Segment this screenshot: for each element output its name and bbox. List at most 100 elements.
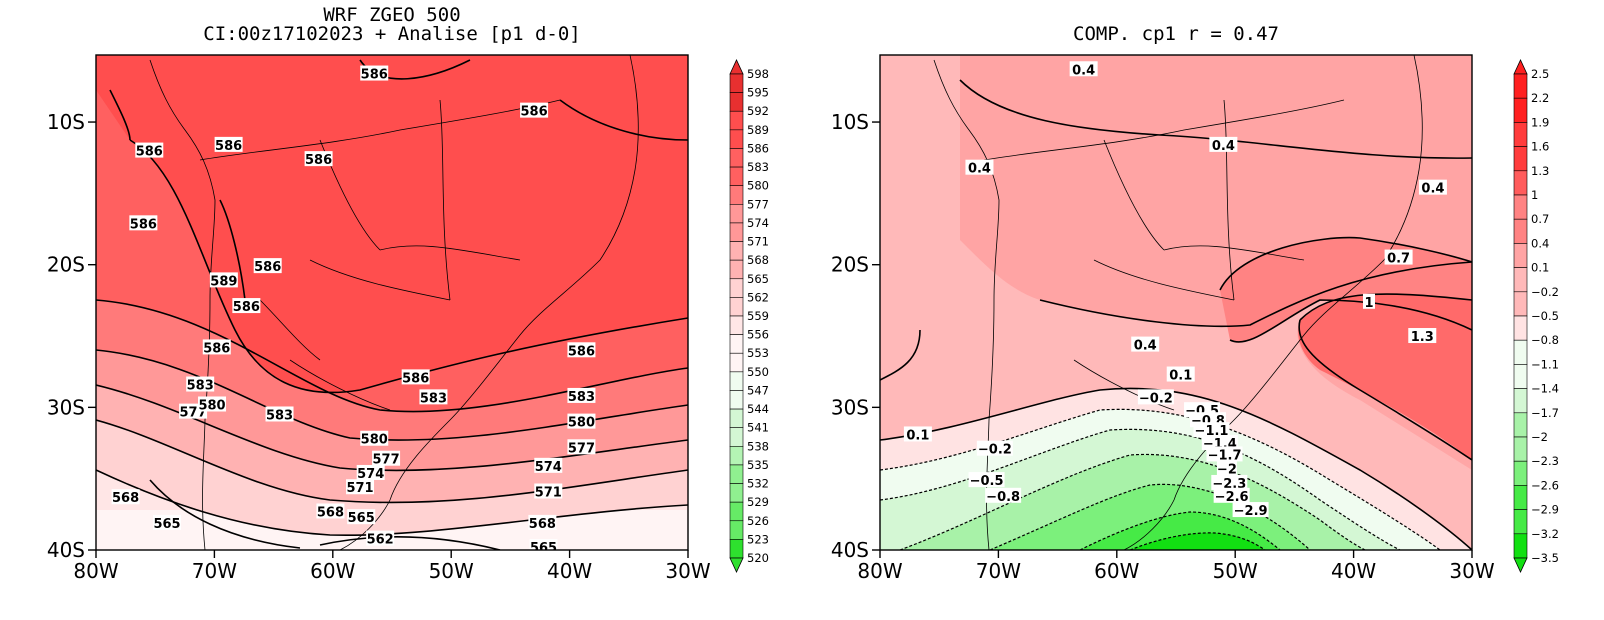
lat-tick-label: 10S	[47, 110, 85, 134]
border	[1073, 359, 1175, 411]
colorbar-level-label: 562	[747, 290, 769, 304]
contour-line	[559, 99, 688, 141]
contour-label-bg	[372, 450, 401, 466]
contour-label-bg	[401, 369, 430, 385]
contour-label-bg	[1213, 487, 1250, 503]
contour-label: 586	[233, 300, 260, 315]
contour-label: 0.4	[1072, 63, 1095, 78]
contour-label: 580	[361, 433, 388, 448]
contour-label-bg	[1193, 422, 1230, 438]
contour-line	[129, 139, 688, 394]
contour-label: 586	[361, 68, 388, 83]
contour-line	[1219, 236, 1472, 291]
contour-label-bg	[567, 439, 596, 455]
contour-label-bg	[129, 215, 158, 231]
contour-label: 586	[136, 145, 163, 160]
lat-tick-label: 30S	[831, 395, 869, 419]
contour-line-negative	[1079, 511, 1281, 550]
contour-label-bg	[153, 514, 182, 530]
contour-label-bg	[1362, 293, 1375, 309]
contour-label: 571	[346, 481, 373, 496]
contour-label: 586	[203, 341, 230, 356]
lat-tick-label: 20S	[47, 253, 85, 277]
contour-label-bg	[567, 342, 596, 358]
contour-line	[109, 89, 131, 141]
lat-tick-label: 20S	[831, 253, 869, 277]
left-contour-labels: 586 586 586 586 586 586 589 586 586 586 583 577 580 5…	[111, 65, 596, 556]
colorbar-level-label: 526	[747, 514, 769, 528]
colorbar-segment	[1513, 315, 1528, 341]
colorbar-level-label: 550	[747, 365, 769, 379]
left-title-line1: WRF ZGEO 500	[323, 4, 461, 26]
contour-label: 574	[357, 467, 384, 482]
colorbar-level-label: 1.9	[1531, 115, 1549, 129]
contour-label: 577	[568, 441, 595, 456]
colorbar-level-label: 523	[747, 532, 769, 546]
colorbar-level-label: 535	[747, 458, 769, 472]
contour-label-bg	[366, 530, 395, 546]
border	[199, 99, 561, 161]
colorbar-level-label: 571	[747, 235, 769, 249]
contour-label: 589	[210, 274, 237, 289]
contour-label: 565	[530, 541, 557, 556]
lon-tick-label: 70W	[976, 559, 1021, 583]
contour-label: 1.3	[1411, 330, 1434, 345]
colorbar-level-label: 529	[747, 495, 769, 509]
colorbar-segment	[1513, 412, 1528, 438]
lon-tick-label: 30W	[665, 559, 710, 583]
colorbar-segment	[1513, 146, 1528, 172]
contour-label: 586	[305, 153, 332, 168]
contour-label: 565	[153, 517, 180, 532]
contour-label-bg	[356, 464, 385, 480]
colorbar-top-arrow	[1513, 59, 1528, 75]
contour-label-bg	[253, 258, 282, 274]
colorbar-level-label: −2	[1531, 430, 1548, 444]
contour-label: −2.9	[1234, 504, 1268, 519]
contour-label-bg	[1216, 460, 1237, 476]
lon-tick-label: 40W	[547, 559, 592, 583]
contour-label-bg	[202, 339, 231, 355]
contour-label-bg	[1201, 435, 1238, 451]
colorbar-bottom-arrow	[1513, 557, 1528, 573]
colorbar-segment	[1513, 73, 1528, 99]
colorbar-level-label: −1.1	[1531, 357, 1559, 371]
colorbar-level-label: −1.4	[1531, 382, 1559, 396]
contour-label: 568	[317, 505, 344, 520]
contour-label-bg	[1211, 474, 1248, 490]
contour-label: 568	[529, 517, 556, 532]
lon-tick-label: 50W	[1213, 559, 1258, 583]
colorbar-level-label: 0.7	[1531, 212, 1549, 226]
contour-label-bg	[198, 396, 227, 412]
lat-tick-label: 40S	[47, 538, 85, 562]
colorbar-level-label: 595	[747, 86, 769, 100]
contour-label: 583	[568, 390, 595, 405]
lon-tick-label: 80W	[73, 559, 118, 583]
colorbar-level-label: 1.6	[1531, 140, 1549, 154]
right-title: COMP. cp1 r = 0.47	[1073, 23, 1279, 45]
contour-label-bg	[1166, 366, 1195, 382]
contour-label: 583	[420, 391, 447, 406]
contour-label-bg	[265, 406, 294, 422]
coastline	[1123, 55, 1423, 550]
contour-label: 586	[568, 344, 595, 359]
contour-line	[96, 419, 688, 504]
contour-label-bg	[1408, 328, 1437, 344]
coastline	[339, 55, 639, 550]
contour-label-bg	[1232, 502, 1269, 518]
contour-line	[880, 387, 1472, 550]
contour-label: 0.1	[1169, 369, 1192, 384]
border	[1163, 245, 1305, 261]
contour-label-bg	[528, 514, 557, 530]
colorbar-segment	[1513, 388, 1528, 414]
contour-label-bg	[316, 503, 345, 519]
border	[259, 299, 321, 361]
colorbar-level-label: 559	[747, 309, 769, 323]
colorbar-level-label: 2.5	[1531, 67, 1549, 81]
left-title-line2: CI:00z17102023 + Analise [p1 d-0]	[203, 23, 581, 45]
contour-label-bg	[1206, 446, 1243, 462]
colorbar-level-label: 547	[747, 383, 769, 397]
border	[1103, 139, 1165, 251]
colorbar-level-label: −0.8	[1531, 333, 1559, 347]
